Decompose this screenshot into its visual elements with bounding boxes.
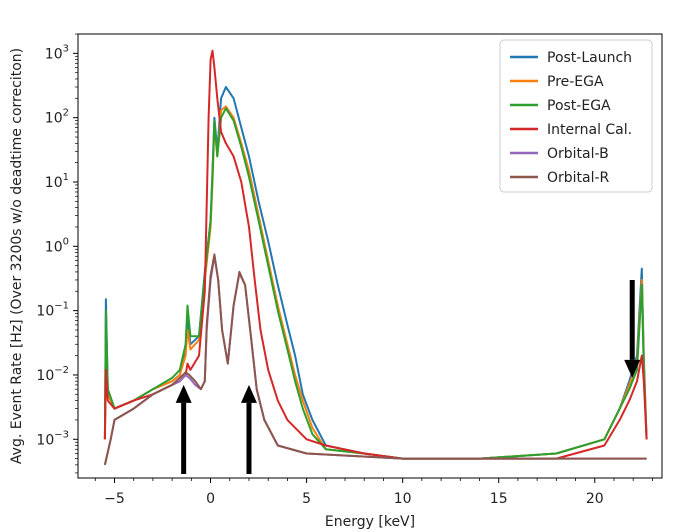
legend-label-6: Orbital-R	[547, 170, 610, 186]
y-tick-label-0: 10−3	[36, 429, 69, 448]
series-line-3	[103, 107, 648, 460]
legend-label-3: Post-EGA	[547, 98, 611, 114]
x-tick-label-0: −5	[104, 491, 125, 507]
legend-label-4: Internal Cal.	[547, 122, 632, 138]
legend-label-5: Orbital-B	[547, 146, 609, 162]
y-axis-label: Avg. Event Rate [Hz] (Over 3200s w/o dea…	[9, 48, 25, 464]
arrow-annotation-1	[175, 384, 192, 474]
x-tick-label-2: 5	[302, 491, 311, 507]
x-tick-label-4: 15	[490, 491, 508, 507]
arrow-annotation-2	[240, 384, 257, 474]
annotation-layer	[175, 279, 641, 474]
x-axis-label: Energy [keV]	[325, 514, 415, 530]
legend-label-2: Pre-EGA	[547, 74, 604, 90]
x-tick-label-3: 10	[394, 491, 412, 507]
y-tick-label-3: 100	[45, 236, 69, 255]
x-tick-label-1: 0	[206, 491, 215, 507]
legend: Post-Launch Pre-EGA Post-EGA Internal Cal. O…	[499, 39, 653, 193]
y-tick-label-5: 102	[45, 108, 69, 127]
series-layer	[103, 49, 648, 466]
x-tick-label-5: 20	[586, 491, 604, 507]
series-line-6	[103, 253, 647, 466]
legend-label-1: Post-Launch	[547, 50, 632, 66]
y-tick-label-4: 101	[45, 172, 69, 191]
arrow-annotation-3	[624, 279, 641, 378]
y-tick-label-6: 103	[45, 43, 69, 62]
y-tick-label-1: 10−2	[36, 365, 69, 384]
y-axis-ticks: 10−3 10−2 10−1 100 101 102 103	[36, 33, 78, 474]
y-tick-label-2: 10−1	[36, 301, 69, 320]
x-axis-ticks: −5 0 5 10 15 20	[94, 478, 653, 507]
